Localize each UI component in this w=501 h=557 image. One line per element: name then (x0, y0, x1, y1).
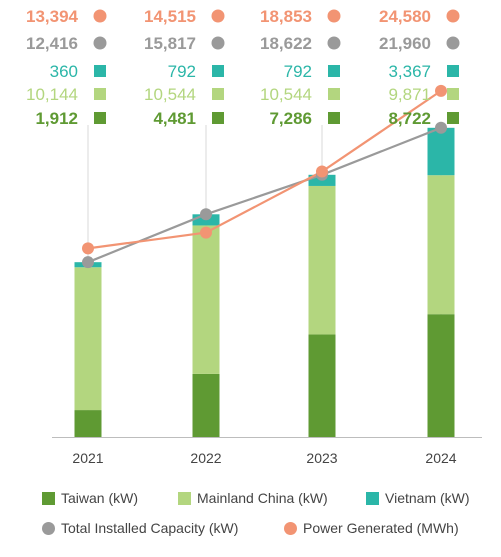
line-power-generated (87, 89, 442, 250)
bar-taiwan-2021 (74, 410, 102, 437)
x-tick-label-2022: 2022 (190, 450, 221, 466)
legend-swatch-taiwan (42, 491, 55, 505)
bar-taiwan-2024 (427, 314, 455, 437)
chart: 13,394 14,515 18,853 24,580 12,416 15,817 18,6… (26, 7, 482, 466)
label-marker-power-2021 (93, 9, 107, 23)
legend-label-total-installed-capacity: Total Installed Capacity (kW) (61, 520, 239, 536)
point-power-generated-2022 (200, 226, 212, 239)
point-total-installed-capacity-2024 (435, 121, 447, 134)
bar-taiwan-2022 (192, 373, 220, 437)
label-marker-power-2023 (327, 9, 341, 23)
bar-taiwan-2023 (308, 334, 336, 437)
x-tick-label-2023: 2023 (306, 450, 337, 466)
point-total-installed-capacity-2021 (82, 256, 94, 269)
value-label-power-2024: 24,580 (379, 7, 431, 26)
value-label-vietnam-2023: 792 (284, 62, 312, 81)
label-marker-mainland-2023 (328, 88, 340, 100)
value-label-power-2022: 14,515 (144, 7, 196, 26)
point-power-generated-2023 (316, 165, 328, 178)
label-marker-power-2024 (446, 9, 460, 23)
value-label-taiwan-2021: 1,912 (35, 109, 78, 128)
value-label-taiwan-2024: 8,722 (388, 109, 431, 128)
value-label-capacity-2024: 21,960 (379, 34, 431, 53)
bar-mainland-china-2024 (427, 175, 455, 315)
legend-label-power-generated: Power Generated (MWh) (303, 520, 459, 536)
label-marker-capacity-2021 (93, 36, 107, 50)
x-tick-label-2024: 2024 (425, 450, 456, 466)
label-marker-taiwan-2024 (447, 112, 459, 124)
legend-swatch-mainland-china (178, 491, 191, 505)
value-label-taiwan-2023: 7,286 (269, 109, 312, 128)
legend-item-vietnam: Vietnam (kW) (366, 490, 470, 506)
legend-item-mainland-china: Mainland China (kW) (178, 490, 328, 506)
label-marker-vietnam-2023 (328, 65, 340, 77)
legend-swatch-vietnam (366, 491, 379, 505)
value-label-capacity-2021: 12,416 (26, 34, 78, 53)
value-label-capacity-2023: 18,622 (260, 34, 312, 53)
label-marker-mainland-2024 (447, 88, 459, 100)
label-marker-vietnam-2024 (447, 65, 459, 77)
value-label-vietnam-2021: 360 (50, 62, 78, 81)
legend-label-vietnam: Vietnam (kW) (385, 490, 470, 506)
value-label-mainland-2021: 10,144 (26, 85, 78, 104)
label-marker-taiwan-2022 (212, 112, 224, 124)
legend-item-power-generated: Power Generated (MWh) (284, 520, 459, 536)
value-label-vietnam-2022: 792 (168, 62, 196, 81)
label-marker-vietnam-2022 (212, 65, 224, 77)
label-marker-power-2022 (211, 9, 225, 23)
label-marker-capacity-2022 (211, 36, 225, 50)
legend-swatch-power-generated (284, 521, 297, 535)
bar-mainland-china-2022 (192, 225, 220, 374)
label-marker-capacity-2024 (446, 36, 460, 50)
bar-mainland-china-2021 (74, 267, 102, 411)
value-label-vietnam-2024: 3,367 (388, 62, 431, 81)
bar-vietnam-2024 (427, 127, 455, 176)
value-label-mainland-2024: 9,871 (388, 85, 431, 104)
legend-item-taiwan: Taiwan (kW) (42, 490, 138, 506)
label-marker-taiwan-2023 (328, 112, 340, 124)
legend-label-mainland-china: Mainland China (kW) (197, 490, 328, 506)
value-label-capacity-2022: 15,817 (144, 34, 196, 53)
point-total-installed-capacity-2022 (200, 208, 212, 221)
legend-item-total-installed-capacity: Total Installed Capacity (kW) (42, 520, 238, 536)
label-marker-capacity-2023 (327, 36, 341, 50)
legend-swatch-total-installed-capacity (42, 521, 55, 535)
label-marker-vietnam-2021 (94, 65, 106, 77)
value-label-mainland-2023: 10,544 (260, 85, 312, 104)
line-total-installed-capacity (87, 126, 442, 264)
label-marker-mainland-2022 (212, 88, 224, 100)
value-label-power-2021: 13,394 (26, 7, 79, 26)
x-tick-label-2021: 2021 (72, 450, 103, 466)
value-label-taiwan-2022: 4,481 (153, 109, 196, 128)
legend: Taiwan (kW) Mainland China (kW) Vietnam … (0, 482, 501, 552)
label-marker-mainland-2021 (94, 88, 106, 100)
bar-mainland-china-2023 (308, 185, 336, 335)
point-power-generated-2021 (82, 242, 94, 255)
value-label-mainland-2022: 10,544 (144, 85, 196, 104)
legend-label-taiwan: Taiwan (kW) (61, 490, 139, 506)
label-marker-taiwan-2021 (94, 112, 106, 124)
point-power-generated-2024 (435, 84, 447, 97)
value-label-power-2023: 18,853 (260, 7, 312, 26)
